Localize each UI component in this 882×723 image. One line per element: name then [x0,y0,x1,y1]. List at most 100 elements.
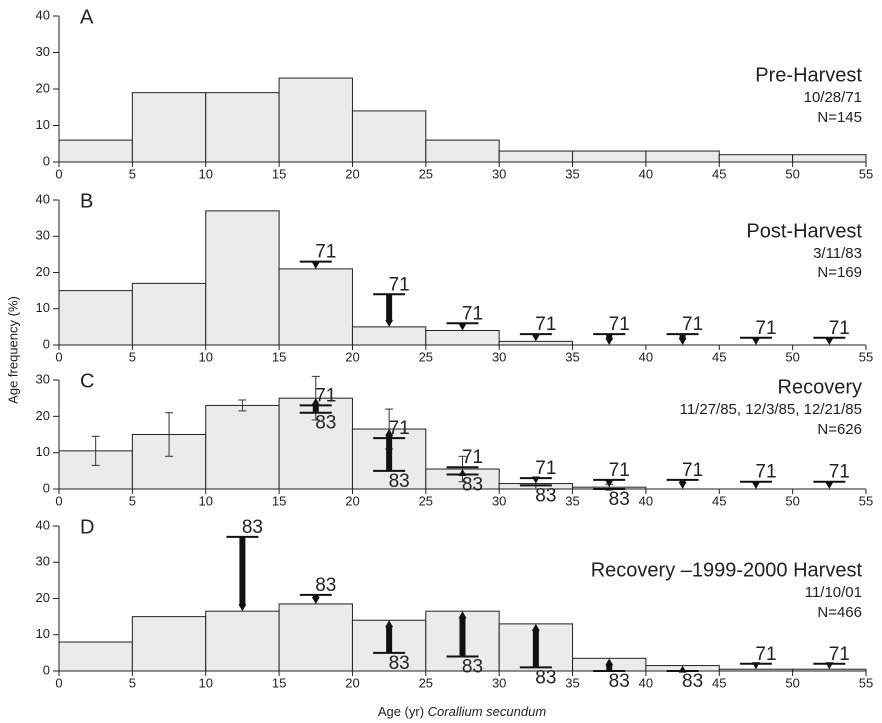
change-arrow-head [458,323,467,331]
reference-label: 83 [535,485,556,506]
y-tick-label: 30 [36,44,50,59]
x-tick-label: 55 [859,349,873,364]
x-tick-label: 25 [419,493,433,508]
x-tick-label: 20 [345,166,359,181]
change-arrow-head [678,482,687,489]
reference-label: 71 [609,314,630,335]
bar [278,603,353,672]
reference-label: 71 [535,458,556,479]
y-tick-label: 40 [36,191,50,206]
bar [131,282,207,346]
change-arrow-head [238,604,247,612]
reference-label: 83 [682,671,703,692]
reference-label: 71 [389,418,410,439]
y-tick-label: 20 [36,80,50,95]
change-arrow-head [458,611,467,619]
panel-letter: D [80,516,94,538]
x-tick-label: 50 [785,493,799,508]
panel-subtitle: 3/11/83 [813,245,862,262]
x-axis-label-text: Age (yr) [378,704,424,719]
x-axis-species: Corallium secundum [428,704,547,719]
reference-label: 71 [755,644,776,665]
bar [425,330,500,346]
change-arrow-head [311,398,320,406]
panel-letter: B [80,190,93,212]
change-arrow-head [531,334,540,342]
panel-title: Recovery [778,376,862,398]
panel-note: N=466 [817,604,862,621]
reference-label: 83 [315,413,336,434]
x-tick-label: 15 [272,493,286,508]
y-tick-label: 40 [36,7,50,22]
x-tick-label: 30 [492,493,506,508]
x-tick-label: 50 [785,166,799,181]
x-tick-label: 30 [492,675,506,690]
y-tick-label: 10 [36,300,50,315]
bar [792,154,867,163]
reference-label: 83 [609,671,630,692]
bar [278,77,353,163]
bar [718,154,794,163]
panel-title: Post-Harvest [746,220,862,242]
bar [572,150,647,163]
reference-label: 71 [315,385,336,406]
x-tick-label: 25 [419,675,433,690]
x-tick-label: 55 [859,493,873,508]
reference-label: 71 [315,242,336,263]
panel-title: Pre-Harvest [755,64,862,86]
reference-label: 83 [315,575,336,596]
change-arrow-head [605,658,614,666]
change-arrow-head [751,482,760,489]
y-tick-label: 20 [36,590,50,605]
x-tick-label: 40 [639,166,653,181]
x-tick-label: 45 [712,675,726,690]
reference-label: 71 [609,460,630,481]
x-tick-label: 20 [345,349,359,364]
x-tick-label: 35 [565,493,579,508]
x-tick-label: 20 [345,675,359,690]
panel-note: N=145 [817,109,862,126]
x-tick-label: 25 [419,166,433,181]
x-tick-label: 0 [55,166,62,181]
y-tick-label: 20 [36,264,50,279]
x-tick-label: 45 [712,166,726,181]
y-tick-label: 0 [43,153,50,168]
bar [205,610,280,672]
bar [58,290,133,346]
panel-subtitle: 11/27/85, 12/3/85, 12/21/85 [680,401,862,418]
y-tick-label: 40 [36,517,50,532]
panel-letter: C [80,370,94,392]
bar [351,326,427,346]
reference-label: 71 [462,303,483,324]
y-tick-label: 10 [36,444,50,459]
x-tick-label: 15 [272,675,286,690]
reference-label: 71 [682,314,703,335]
x-tick-label: 10 [198,675,212,690]
change-arrow-head [531,623,540,631]
x-tick-label: 45 [712,349,726,364]
x-tick-label: 10 [198,349,212,364]
panel-note: N=626 [817,421,862,438]
reference-label: 83 [389,471,410,492]
y-tick-label: 0 [43,480,50,495]
bar [645,150,720,163]
reference-label: 83 [462,657,483,678]
y-tick-label: 30 [36,228,50,243]
x-tick-label: 25 [419,349,433,364]
x-tick-label: 5 [129,349,136,364]
x-tick-label: 50 [785,349,799,364]
x-tick-label: 5 [129,675,136,690]
reference-label: 83 [242,517,263,538]
reference-label: 71 [682,460,703,481]
reference-label: 71 [755,462,776,483]
x-tick-label: 10 [198,493,212,508]
change-arrow-head [385,429,394,437]
x-tick-label: 15 [272,166,286,181]
change-arrow-head [678,338,687,345]
reference-label: 71 [829,318,850,339]
change-arrow-head [605,480,614,488]
change-arrow-head [311,596,320,604]
change-arrow-head [385,620,394,628]
y-tick-label: 10 [36,626,50,641]
